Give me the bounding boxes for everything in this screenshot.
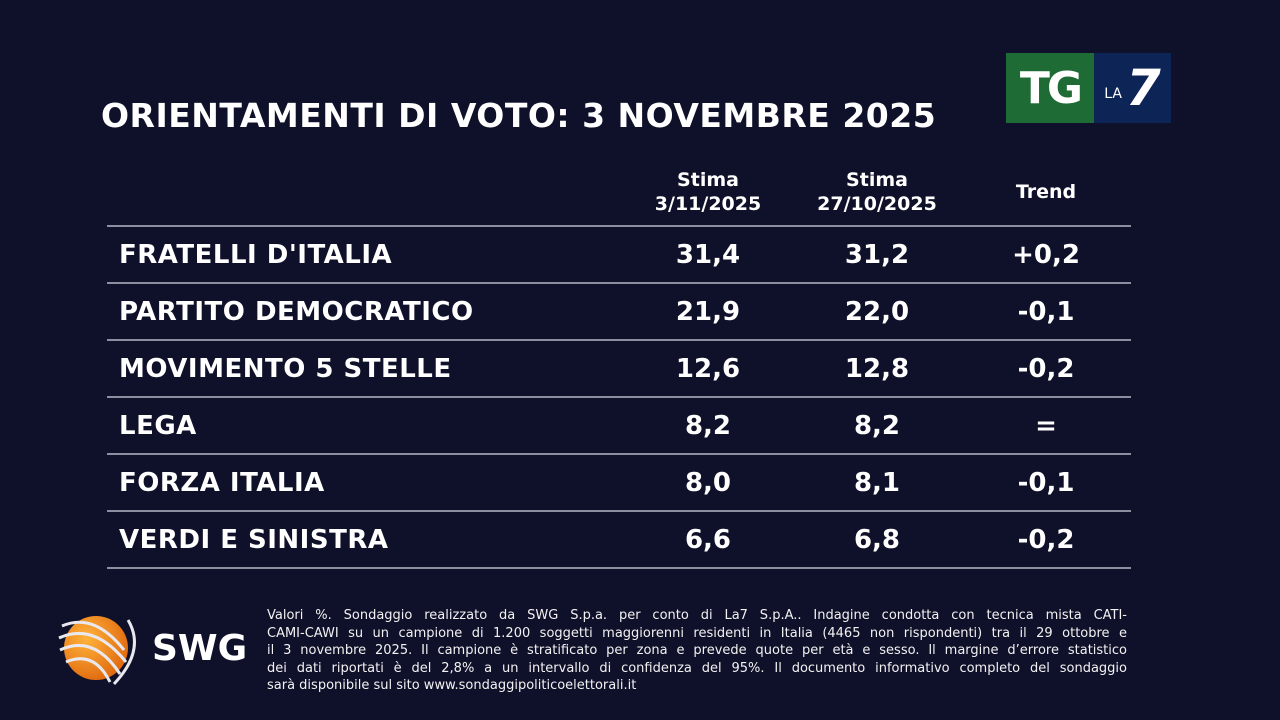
tg-la7-logo: TG LA 7 [1006, 53, 1171, 123]
trend-value: +0,2 [1012, 240, 1080, 270]
note-line: Valori %. Sondaggio realizzato da SWG S.… [267, 608, 1127, 623]
current-value: 6,6 [684, 525, 732, 555]
trend-value: -0,1 [1017, 297, 1075, 327]
column-header-current: Stima 3/11/2025 [618, 168, 798, 216]
tg-logo-text: TG [1006, 53, 1094, 123]
swg-logo: SWG [54, 610, 247, 686]
page-title: ORIENTAMENTI DI VOTO: 3 NOVEMBRE 2025 [101, 96, 937, 135]
previous-value: 6,8 [853, 525, 901, 555]
divider [107, 396, 1131, 398]
globe-icon [58, 616, 136, 686]
table-row: MOVIMENTO 5 STELLE 12,6 12,8 -0,2 [107, 341, 1131, 396]
trend-value: -0,1 [1017, 468, 1075, 498]
swg-logo-text: SWG [152, 627, 248, 669]
divider [107, 510, 1131, 512]
trend-value: = [1035, 411, 1057, 441]
divider [107, 282, 1131, 284]
column-header-line: 3/11/2025 [654, 193, 762, 215]
column-header-line: Stima [846, 169, 908, 191]
party-name: MOVIMENTO 5 STELLE [119, 354, 452, 384]
trend-value: -0,2 [1017, 354, 1075, 384]
seven-logo-text: 7 [1125, 59, 1161, 117]
previous-value: 8,2 [853, 411, 901, 441]
note-line: il 3 novembre 2025. Il campione è strati… [267, 643, 1127, 659]
column-header-line: 27/10/2025 [817, 193, 937, 215]
party-name: FORZA ITALIA [119, 468, 325, 498]
note-line: CAMI-CAWI su un campione di 1.200 sogget… [267, 625, 1127, 641]
divider [107, 567, 1131, 569]
note-line: sarà disponibile sul sito www.sondaggipo… [267, 678, 637, 694]
divider [107, 339, 1131, 341]
current-value: 12,6 [675, 354, 741, 384]
table-row: FRATELLI D'ITALIA 31,4 31,2 +0,2 [107, 227, 1131, 282]
note-line: dei dati riportati è del 2,8% a un inter… [267, 660, 1127, 676]
current-value: 8,2 [684, 411, 732, 441]
table-row: LEGA 8,2 8,2 = [107, 398, 1131, 453]
previous-value: 31,2 [844, 240, 910, 270]
trend-value: -0,2 [1017, 525, 1075, 555]
current-value: 31,4 [675, 240, 741, 270]
divider [107, 453, 1131, 455]
methodology-note: Valori %. Sondaggio realizzato da SWG S.… [267, 607, 1127, 695]
current-value: 21,9 [675, 297, 741, 327]
party-name: PARTITO DEMOCRATICO [119, 297, 474, 327]
column-header-line: Trend [1015, 181, 1077, 203]
table-row: PARTITO DEMOCRATICO 21,9 22,0 -0,1 [107, 284, 1131, 339]
current-value: 8,0 [684, 468, 732, 498]
table-row: VERDI E SINISTRA 6,6 6,8 -0,2 [107, 512, 1131, 567]
la-logo-text: LA [1104, 86, 1122, 102]
previous-value: 12,8 [844, 354, 910, 384]
party-name: VERDI E SINISTRA [119, 525, 389, 555]
column-header-trend: Trend [956, 180, 1136, 204]
previous-value: 8,1 [853, 468, 901, 498]
party-name: FRATELLI D'ITALIA [119, 240, 393, 270]
divider [107, 225, 1131, 227]
column-header-previous: Stima 27/10/2025 [787, 168, 967, 216]
table-row: FORZA ITALIA 8,0 8,1 -0,1 [107, 455, 1131, 510]
column-header-line: Stima [677, 169, 739, 191]
party-name: LEGA [119, 411, 197, 441]
previous-value: 22,0 [844, 297, 910, 327]
